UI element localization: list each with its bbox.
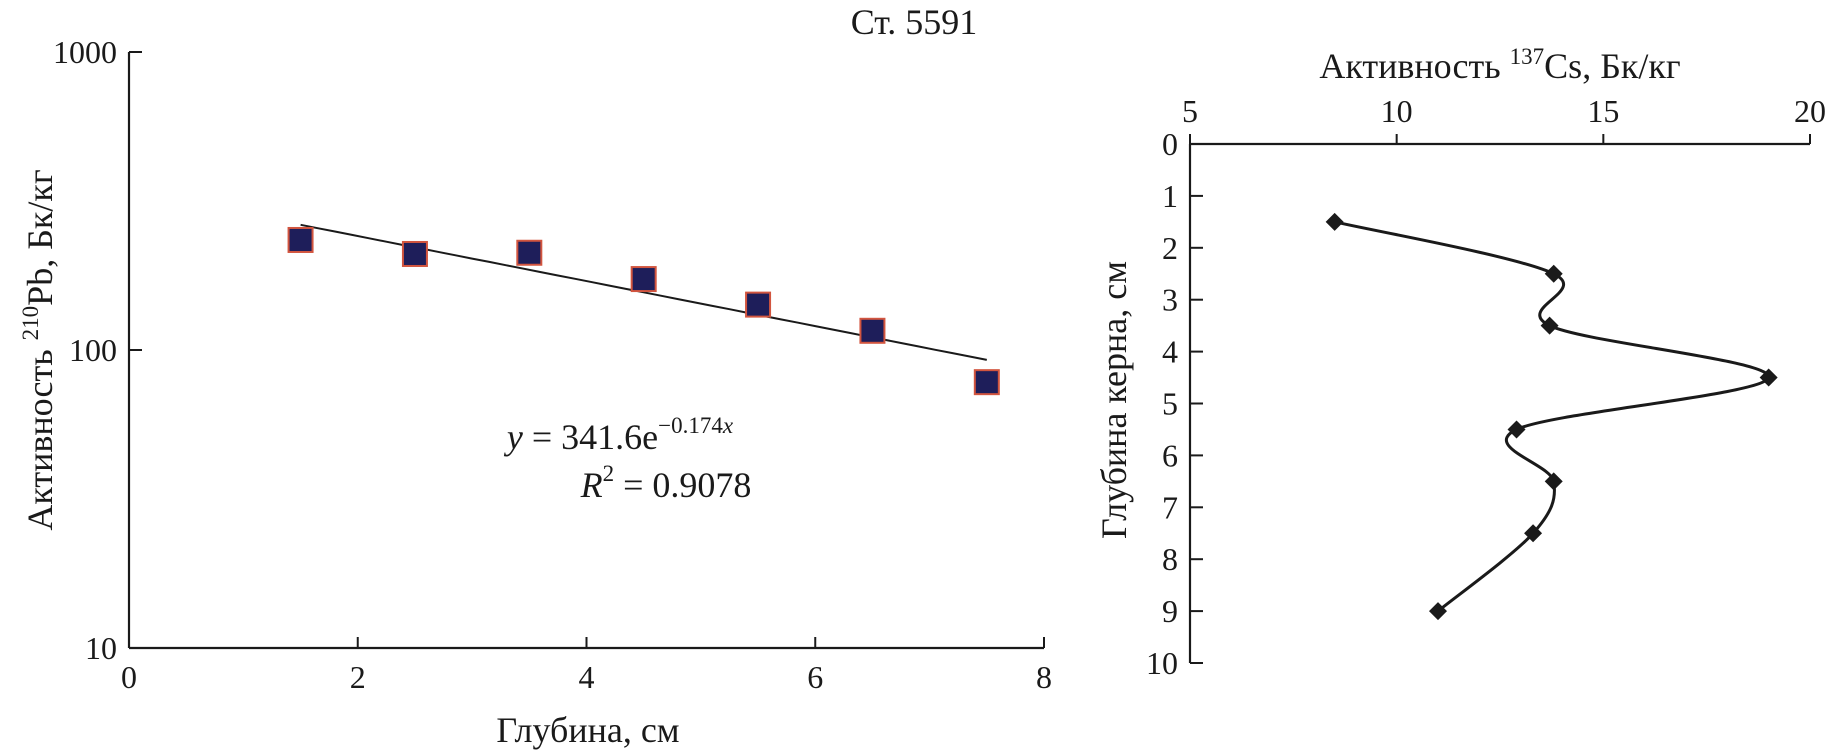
cs-point <box>1429 602 1447 621</box>
cs-point <box>1325 212 1344 231</box>
eq-body: = 341.6e <box>523 417 658 457</box>
pb-y-axis-title-prefix: Активность <box>20 340 60 530</box>
eq-exponent-x: x <box>722 413 734 438</box>
cs-y-tick-label: 3 <box>1162 282 1178 318</box>
cs-points <box>1325 212 1778 621</box>
cs-x-axis-title-suffix: Cs, Бк/кг <box>1544 46 1680 86</box>
cs-x-tick-label: 20 <box>1794 93 1826 129</box>
cs-y-tick-label: 5 <box>1162 386 1178 422</box>
cs-point <box>1544 264 1563 283</box>
pb-point <box>630 266 657 293</box>
r2-sup: 2 <box>603 461 615 486</box>
pb-x-tick-label: 4 <box>579 659 595 695</box>
pb210-chart: 0 2 4 6 8 10 100 1000 Глубина, см Активность 2… <box>18 34 1052 750</box>
pb-x-tick-label: 6 <box>807 659 823 695</box>
cs-x-axis-title-prefix: Активность <box>1319 46 1509 86</box>
cs-point <box>1759 368 1778 387</box>
cs-point <box>1540 316 1559 335</box>
cs-y-tick-label: 1 <box>1162 178 1178 214</box>
pb-points <box>287 226 1000 396</box>
eq-y: y <box>504 417 523 457</box>
cs-x-ticks: 5 10 15 20 <box>1182 93 1826 144</box>
pb-x-axis-title: Глубина, см <box>496 710 679 750</box>
cs-x-tick-label: 5 <box>1182 93 1198 129</box>
pb-point <box>745 291 772 318</box>
cs-y-ticks: 0 1 2 3 4 5 6 7 8 9 10 <box>1146 126 1203 681</box>
regression-equation: y = 341.6e−0.174x <box>504 413 734 457</box>
pb-y-axis-title: Активность 210Pb, Бк/кг <box>18 169 60 530</box>
cs-point <box>1507 420 1526 439</box>
eq-exponent: −0.174 <box>658 413 723 438</box>
cs-y-axis-title: Глубина керна, см <box>1094 261 1134 539</box>
pb-point <box>973 369 1000 396</box>
pb-x-ticks: 0 2 4 6 8 <box>121 637 1052 695</box>
pb-x-tick-label: 8 <box>1036 659 1052 695</box>
cs-y-tick-label: 10 <box>1146 645 1178 681</box>
pb-y-axis-title-sup: 210 <box>18 306 43 341</box>
cs-y-tick-label: 0 <box>1162 126 1178 162</box>
cs-point <box>1544 472 1563 491</box>
pb-x-tick-label: 0 <box>121 659 137 695</box>
regression-r2: R2 = 0.9078 <box>580 461 752 505</box>
cs-x-axis-title-sup: 137 <box>1510 44 1545 69</box>
cs137-chart: 5 10 15 20 0 1 2 3 4 5 6 7 8 9 10 Активность 137Cs, Б… <box>1094 44 1826 681</box>
pb-point <box>401 240 428 267</box>
cs-y-tick-label: 4 <box>1162 334 1178 370</box>
pb-point <box>516 239 543 266</box>
cs-y-tick-label: 7 <box>1162 489 1178 525</box>
pb-y-tick-label: 1000 <box>53 34 117 70</box>
figure-title: Ст. 5591 <box>851 2 978 42</box>
pb-y-axis-title-suffix: Pb, Бк/кг <box>20 169 60 305</box>
cs-y-tick-label: 9 <box>1162 593 1178 629</box>
cs-x-tick-label: 15 <box>1587 93 1619 129</box>
cs-x-axis-title: Активность 137Cs, Бк/кг <box>1319 44 1680 86</box>
r2-r: R <box>580 465 603 505</box>
pb-x-tick-label: 2 <box>350 659 366 695</box>
pb-y-ticks: 10 100 1000 <box>53 34 142 666</box>
pb-point <box>859 317 886 344</box>
r2-value: = 0.9078 <box>614 465 751 505</box>
pb-y-tick-label: 10 <box>85 630 117 666</box>
cs-point <box>1524 524 1543 543</box>
cs-y-tick-label: 2 <box>1162 230 1178 266</box>
cs-y-tick-label: 6 <box>1162 437 1178 473</box>
pb-y-tick-label: 100 <box>69 332 117 368</box>
pb-point <box>287 226 314 253</box>
cs-y-tick-label: 8 <box>1162 541 1178 577</box>
cs-x-tick-label: 10 <box>1381 93 1413 129</box>
